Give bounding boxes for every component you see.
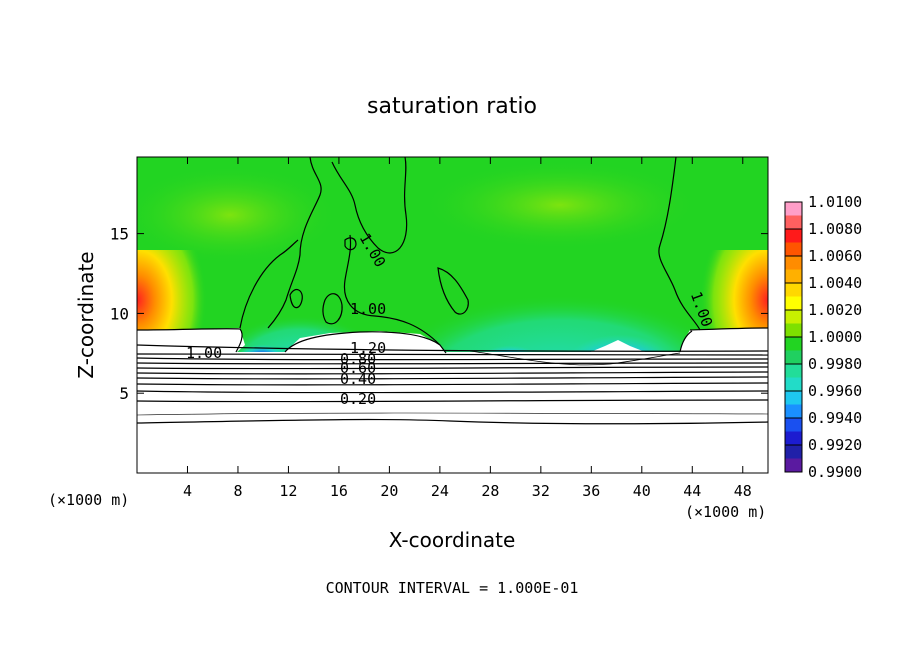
colorbar-swatch xyxy=(785,391,802,405)
x-axis-label: X-coordinate xyxy=(389,528,516,552)
colorbar-swatch xyxy=(785,296,802,311)
colorbar-swatch xyxy=(785,350,802,365)
colorbar-swatch xyxy=(785,283,802,297)
x-unit-label: (×1000 m) xyxy=(48,491,129,509)
x-tick-label: 32 xyxy=(532,482,550,500)
colorbar-swatch xyxy=(785,364,802,378)
colorbar-label: 0.9900 xyxy=(808,463,862,481)
contour-label: 1.00 xyxy=(186,344,222,362)
colorbar-label: 0.9980 xyxy=(808,355,862,373)
contour-label: 0.20 xyxy=(340,390,376,408)
y-axis-ticks: 5 10 15 xyxy=(110,225,768,403)
colorbar-swatch xyxy=(785,229,802,243)
colorbar-label: 1.0020 xyxy=(808,301,862,319)
colorbar-label: 1.0040 xyxy=(808,274,862,292)
colorbar-swatch xyxy=(785,431,802,446)
x-tick-label: 8 xyxy=(233,482,242,500)
x-tick-label: 24 xyxy=(431,482,449,500)
colorbar-swatch xyxy=(785,445,802,459)
x-tick-label: 4 xyxy=(183,482,192,500)
colorbar-label: 0.9960 xyxy=(808,382,862,400)
x-axis-ticks: 4 8 12 16 20 24 28 32 36 40 44 48 xyxy=(183,157,752,500)
x-tick-label: 28 xyxy=(481,482,499,500)
colorbar-swatch xyxy=(785,323,802,338)
colorbar-label: 0.9920 xyxy=(808,436,862,454)
chart-title: saturation ratio xyxy=(367,94,537,119)
contour-label: 1.20 xyxy=(350,339,386,357)
x-tick-label: 44 xyxy=(683,482,701,500)
colorbar-label: 1.0060 xyxy=(808,247,862,265)
plot-frame xyxy=(136,156,769,474)
contour-label: 0.60 xyxy=(340,359,376,377)
colorbar-label: 0.9940 xyxy=(808,409,862,427)
contour-label: 0.80 xyxy=(340,350,376,368)
y-tick-label: 15 xyxy=(110,225,129,244)
colorbar-swatch xyxy=(785,337,802,351)
colorbar: 1.0100 1.0080 1.0060 1.0040 1.0020 1.0000 0.99… xyxy=(784,193,862,481)
colorbar-label: 1.0100 xyxy=(808,193,862,211)
x-tick-label: 48 xyxy=(734,482,752,500)
contour-label: 1.00 xyxy=(350,300,386,318)
plot-area: 1.00 1.00 1.00 1.00 1.20 0.80 0.60 0.40 … xyxy=(137,157,768,473)
x-unit-label: (×1000 m) xyxy=(685,503,766,521)
contour-label: 0.40 xyxy=(340,370,376,388)
colorbar-swatch xyxy=(785,242,802,257)
colorbar-swatch xyxy=(785,458,802,473)
x-tick-label: 36 xyxy=(582,482,600,500)
colorbar-swatch xyxy=(785,404,802,419)
colorbar-swatch xyxy=(785,215,802,230)
colorbar-label: 1.0000 xyxy=(808,328,862,346)
y-axis-label: Z-coordinate xyxy=(74,251,98,378)
colorbar-swatch xyxy=(785,418,802,432)
colorbar-swatch xyxy=(785,202,802,216)
x-tick-label: 40 xyxy=(633,482,651,500)
colorbar-swatch xyxy=(785,310,802,324)
colorbar-swatch xyxy=(785,269,802,284)
y-tick-label: 5 xyxy=(119,384,129,403)
colorbar-label: 1.0080 xyxy=(808,220,862,238)
colorbar-swatch xyxy=(785,377,802,392)
contour-interval: CONTOUR INTERVAL = 1.000E-01 xyxy=(326,579,579,597)
x-tick-label: 16 xyxy=(330,482,348,500)
x-tick-label: 20 xyxy=(380,482,398,500)
x-tick-label: 12 xyxy=(279,482,297,500)
colorbar-swatch xyxy=(785,256,802,270)
y-tick-label: 10 xyxy=(110,304,129,323)
